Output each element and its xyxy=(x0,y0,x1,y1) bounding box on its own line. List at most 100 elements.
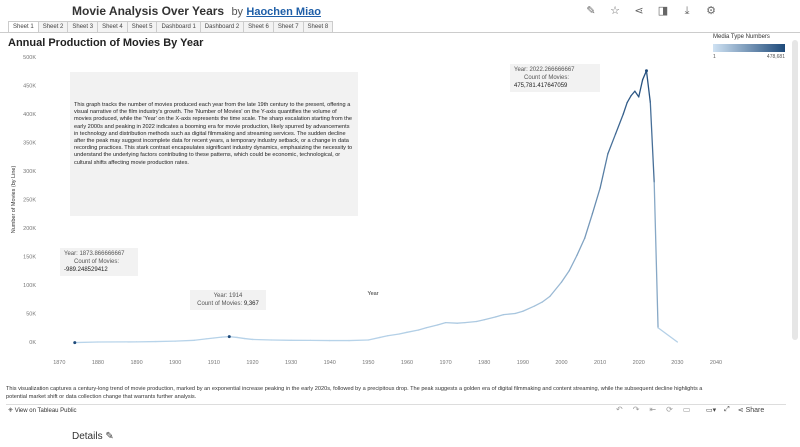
workbook-title: Movie Analysis Over Years by Haochen Mia… xyxy=(72,4,321,18)
series-line-segment xyxy=(425,324,439,329)
y-tick-label: 50K xyxy=(26,312,36,318)
legend-max: 478,681 xyxy=(766,54,785,60)
series-line-segment xyxy=(398,331,408,335)
pencil-icon[interactable]: ✎ xyxy=(105,431,114,442)
undo-icon[interactable]: ↶ xyxy=(616,405,623,414)
pause-icon[interactable]: ▭ xyxy=(682,405,691,414)
x-tick-label: 1940 xyxy=(324,360,336,366)
tab-divider xyxy=(0,32,800,33)
refresh-icon[interactable]: ⟳ xyxy=(666,405,673,414)
top-bar: Movie Analysis Over Years by Haochen Mia… xyxy=(0,0,800,22)
legend-title: Media Type Numbers xyxy=(713,34,770,40)
star-icon[interactable]: ☆ xyxy=(610,5,620,17)
x-tick-label: 1930 xyxy=(285,360,297,366)
history-controls: ↶ ↷ ⇤ ⟳ ▭ xyxy=(616,405,690,414)
y-tick-label: 200K xyxy=(23,226,36,232)
share-icon[interactable]: ⋖ xyxy=(634,5,644,17)
series-line-segment xyxy=(649,101,655,184)
annotation-min: Year: 1873.866666667 Count of Movies: -9… xyxy=(60,248,138,276)
x-tick-label: 1980 xyxy=(478,360,490,366)
comment-icon[interactable]: ◨ xyxy=(657,5,669,17)
x-tick-label: 1990 xyxy=(517,360,529,366)
y-tick-label: 0K xyxy=(29,340,36,346)
by-label: by xyxy=(231,6,244,18)
annotation-1914-count-value: 9,367 xyxy=(243,301,259,307)
device-preview-icon[interactable]: ▭▾ xyxy=(706,407,717,414)
y-tick-label: 450K xyxy=(23,84,36,90)
x-tick-label: 1960 xyxy=(401,360,413,366)
legend-min: 1 xyxy=(713,54,716,60)
series-line-segment xyxy=(502,312,516,316)
series-line-segment xyxy=(645,70,651,104)
annotation-1914-count-label: Count of Movies: xyxy=(197,301,243,307)
series-line-segment xyxy=(622,101,628,115)
view-on-tableau-link[interactable]: ⁜ View on Tableau Public xyxy=(8,407,77,414)
series-line-segment xyxy=(379,335,389,339)
legend-gradient-bar xyxy=(713,44,785,52)
fullscreen-icon[interactable]: ⤢ xyxy=(724,406,730,413)
series-line-segment xyxy=(236,336,246,340)
share-button[interactable]: ⋖ Share xyxy=(738,406,765,414)
annotated-point xyxy=(644,69,648,73)
download-icon[interactable]: ⤓ xyxy=(684,5,690,17)
annotation-min-count-value: -989.248529412 xyxy=(64,267,108,273)
share-button-label: Share xyxy=(745,407,765,414)
x-tick-label: 1970 xyxy=(439,360,451,366)
y-tick-label: 250K xyxy=(23,198,36,204)
x-tick-label: 2020 xyxy=(633,360,645,366)
series-line-segment xyxy=(634,90,640,98)
annotation-1914: Year: 1914 Count of Movies: 9,367 xyxy=(190,290,266,310)
series-line-segment xyxy=(560,270,570,283)
y-tick-label: 300K xyxy=(23,169,36,175)
y-axis-label: Number of Movies (by Line) xyxy=(11,166,17,234)
chart-title: Annual Production of Movies By Year xyxy=(8,37,204,49)
annotation-peak-year: Year: 2022.266666667 xyxy=(514,67,575,73)
tableau-logo-icon: ⁜ xyxy=(8,408,15,414)
share-button-icon: ⋖ xyxy=(737,407,746,414)
series-line-segment xyxy=(244,337,254,341)
x-tick-label: 1890 xyxy=(130,360,142,366)
series-line-segment xyxy=(348,339,369,342)
series-line-segment xyxy=(638,79,644,98)
series-line-segment xyxy=(456,321,466,324)
color-legend: Media Type Numbers 1 478,681 xyxy=(713,34,785,60)
series-line-segment xyxy=(417,327,427,331)
x-tick-label: 2040 xyxy=(710,360,722,366)
edit-icon[interactable]: ✎ xyxy=(586,5,596,17)
series-line-segment xyxy=(475,319,485,323)
sheet-tabs: Sheet 1 Sheet 2 Sheet 3 Sheet 4 Sheet 5 Dashb… xyxy=(8,21,334,33)
series-line-segment xyxy=(549,281,563,298)
series-line-segment xyxy=(584,213,594,239)
x-tick-label: 1920 xyxy=(246,360,258,366)
redo-icon[interactable]: ↷ xyxy=(632,405,640,414)
y-tick-label: 500K xyxy=(23,55,36,61)
series-line-segment xyxy=(630,90,636,97)
annotated-point xyxy=(227,335,231,339)
x-tick-label: 1910 xyxy=(208,360,220,366)
workbook-title-text: Movie Analysis Over Years xyxy=(72,4,225,18)
details-label: Details xyxy=(72,431,103,442)
line-chart: 0K 50K 100K 150K 200K 250K 300K 350K 400K 450K 500… xyxy=(11,55,722,366)
y-tick-label: 400K xyxy=(23,112,36,118)
x-tick-label: 1950 xyxy=(362,360,374,366)
details-heading[interactable]: Details ✎ xyxy=(72,431,114,442)
chart-caption: This visualization captures a century-lo… xyxy=(6,386,703,400)
annotated-point xyxy=(73,341,77,345)
settings-icon[interactable]: ⚙ xyxy=(706,5,716,17)
annotation-peak-count-label: Count of Movies: xyxy=(524,75,570,81)
author-link[interactable]: Haochen Miao xyxy=(246,6,321,18)
series-line-segment xyxy=(607,133,617,155)
view-on-tableau-label: View on Tableau Public xyxy=(14,408,77,414)
revert-icon[interactable]: ⇤ xyxy=(649,405,657,414)
x-tick-label: 2010 xyxy=(594,360,606,366)
share-controls: ▭▾ ⤢ ⋖ Share xyxy=(706,406,764,414)
footer-toolbar: ⁜ View on Tableau Public ↶ ↷ ⇤ ⟳ ▭ ▭▾ ⤢ … xyxy=(6,404,786,416)
vertical-scrollbar[interactable] xyxy=(792,40,798,340)
series-line-segment xyxy=(522,305,536,312)
series-line-segment xyxy=(541,295,551,303)
series-line-segment xyxy=(576,237,586,257)
series-line-segment xyxy=(641,70,648,81)
series-line-segment xyxy=(495,313,505,318)
series-line-segment xyxy=(599,153,609,189)
series-line-segment xyxy=(591,187,601,215)
